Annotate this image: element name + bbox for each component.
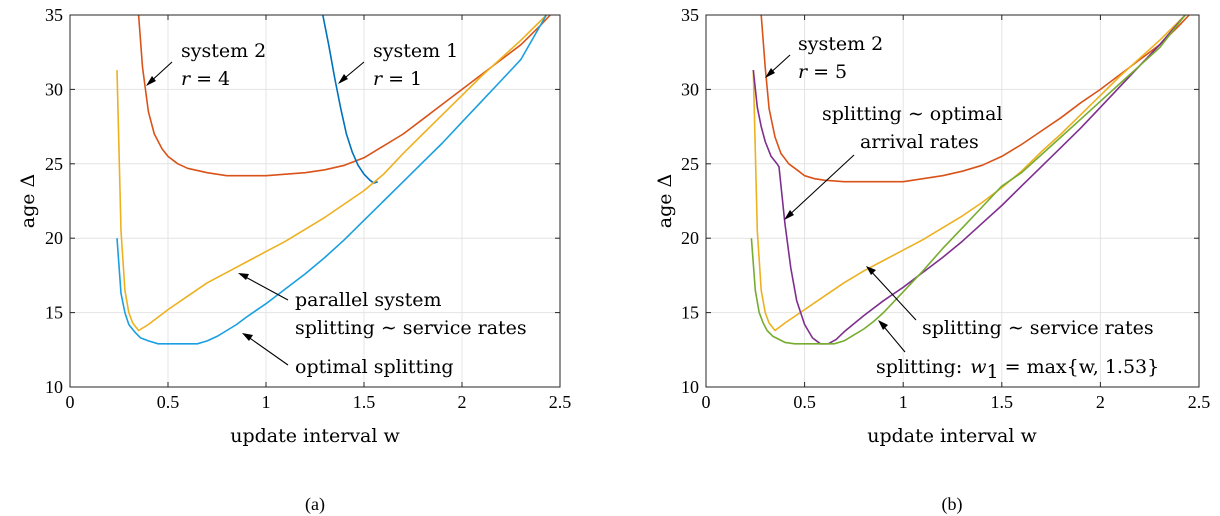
x-axis-label-a: update interval w xyxy=(230,425,400,447)
annotation-arrows-b xyxy=(765,54,917,353)
ticks-a: 0 0.5 1 1.5 2 2.5 10 15 20 25 30 35 xyxy=(45,5,571,412)
x-tick-label: 0.5 xyxy=(157,392,180,412)
x-tick-label: 2 xyxy=(1096,392,1105,412)
arrowhead xyxy=(146,76,156,86)
plot-frame-b xyxy=(705,14,1200,388)
chart-panel-b: 0 0.5 1 1.5 2 2.5 10 15 20 25 30 35 age Δ update in… xyxy=(654,5,1210,515)
splitting-label: splitting: xyxy=(876,356,962,378)
annotation-system2-a: system 2 xyxy=(181,40,266,62)
y-tick-label: 20 xyxy=(45,228,63,248)
y-axis-label-b: age Δ xyxy=(654,174,676,229)
x-tick-label: 1.5 xyxy=(353,392,376,412)
formula-rest: = max{w, 1.53} xyxy=(999,356,1160,378)
annotation-arrival-rates-b: arrival rates xyxy=(860,131,979,153)
curves-a xyxy=(116,14,551,345)
arrow-splitting-service-b xyxy=(867,267,917,321)
y-tick-label: 35 xyxy=(681,5,699,25)
x-tick-label: 1 xyxy=(262,392,271,412)
arrow-parallel-a xyxy=(239,273,289,301)
annotation-splitting-service-b: splitting ∼ service rates xyxy=(922,317,1154,339)
arrowhead xyxy=(338,74,348,84)
x-tick-label: 0 xyxy=(702,392,711,412)
var-r: r xyxy=(181,68,192,90)
x-tick-label: 1.5 xyxy=(991,392,1014,412)
subscript: 1 xyxy=(986,361,998,383)
x-axis-label-b: update interval w xyxy=(867,425,1037,447)
x-tick-label: 2.5 xyxy=(549,392,572,412)
arrowhead xyxy=(784,210,794,220)
series-line-3 xyxy=(116,14,547,345)
arrow-splitting-optimal-b xyxy=(785,154,855,219)
series-line-2 xyxy=(116,14,547,332)
series-line-0 xyxy=(760,14,1190,183)
y-tick-label: 35 xyxy=(45,5,63,25)
y-tick-label: 10 xyxy=(45,377,63,397)
curves-b xyxy=(750,14,1190,345)
annotation-system1-a: system 1 xyxy=(373,40,458,62)
annotation-arrows-a xyxy=(146,61,365,366)
y-tick-label: 30 xyxy=(681,79,699,99)
var-w: w xyxy=(970,356,986,378)
r-value: = 4 xyxy=(196,68,230,90)
y-tick-label: 20 xyxy=(681,228,699,248)
annotation-system2-b: system 2 xyxy=(798,33,883,55)
r-value: = 1 xyxy=(388,68,422,90)
var-r: r xyxy=(373,68,384,90)
annotation-splitting-optimal-b: splitting ∼ optimal xyxy=(822,103,1003,125)
series-line-1 xyxy=(752,14,1186,332)
y-tick-label: 15 xyxy=(681,303,699,323)
annotation-splitting-service-a: splitting ∼ service rates xyxy=(295,317,527,339)
arrowhead xyxy=(238,273,249,280)
chart-panel-a: 0 0.5 1 1.5 2 2.5 10 15 20 25 30 35 age Δ update in… xyxy=(17,5,571,515)
y-tick-label: 25 xyxy=(681,154,699,174)
annotation-optimal-splitting-a: optimal splitting xyxy=(295,356,454,378)
arrowhead xyxy=(878,320,888,330)
arrow-optimal-a xyxy=(243,333,289,366)
y-tick-label: 15 xyxy=(45,303,63,323)
annotation-system2-r-a: r = 4 xyxy=(181,68,230,90)
annotation-system2-r-b: r = 5 xyxy=(798,61,847,83)
annotation-system1-r-a: r = 1 xyxy=(373,68,422,90)
r-value: = 5 xyxy=(813,61,847,83)
series-line-2 xyxy=(752,14,1186,345)
y-tick-label: 30 xyxy=(45,79,63,99)
plot-frame-a xyxy=(69,14,561,388)
series-line-3 xyxy=(750,14,1186,345)
x-tick-label: 2 xyxy=(458,392,467,412)
arrowhead xyxy=(866,266,876,275)
annotation-parallel-system-a: parallel system xyxy=(295,289,442,311)
series-line-0 xyxy=(137,14,551,177)
arrowhead xyxy=(242,333,253,341)
y-tick-label: 25 xyxy=(45,154,63,174)
caption-b: (b) xyxy=(942,494,963,515)
x-tick-label: 1 xyxy=(899,392,908,412)
y-axis-label-a: age Δ xyxy=(17,174,39,229)
x-tick-label: 0.5 xyxy=(793,392,816,412)
grid-a xyxy=(70,15,560,387)
ticks-b: 0 0.5 1 1.5 2 2.5 10 15 20 25 30 35 xyxy=(681,5,1210,412)
x-tick-label: 2.5 xyxy=(1188,392,1211,412)
y-tick-label: 10 xyxy=(681,377,699,397)
annotation-splitting-w1-b: splitting: w1 = max{w, 1.53} xyxy=(876,356,1159,383)
arrowhead xyxy=(765,68,775,78)
x-tick-label: 0 xyxy=(66,392,75,412)
series-line-1 xyxy=(322,14,378,184)
var-r: r xyxy=(798,61,809,83)
caption-a: (a) xyxy=(305,494,325,515)
